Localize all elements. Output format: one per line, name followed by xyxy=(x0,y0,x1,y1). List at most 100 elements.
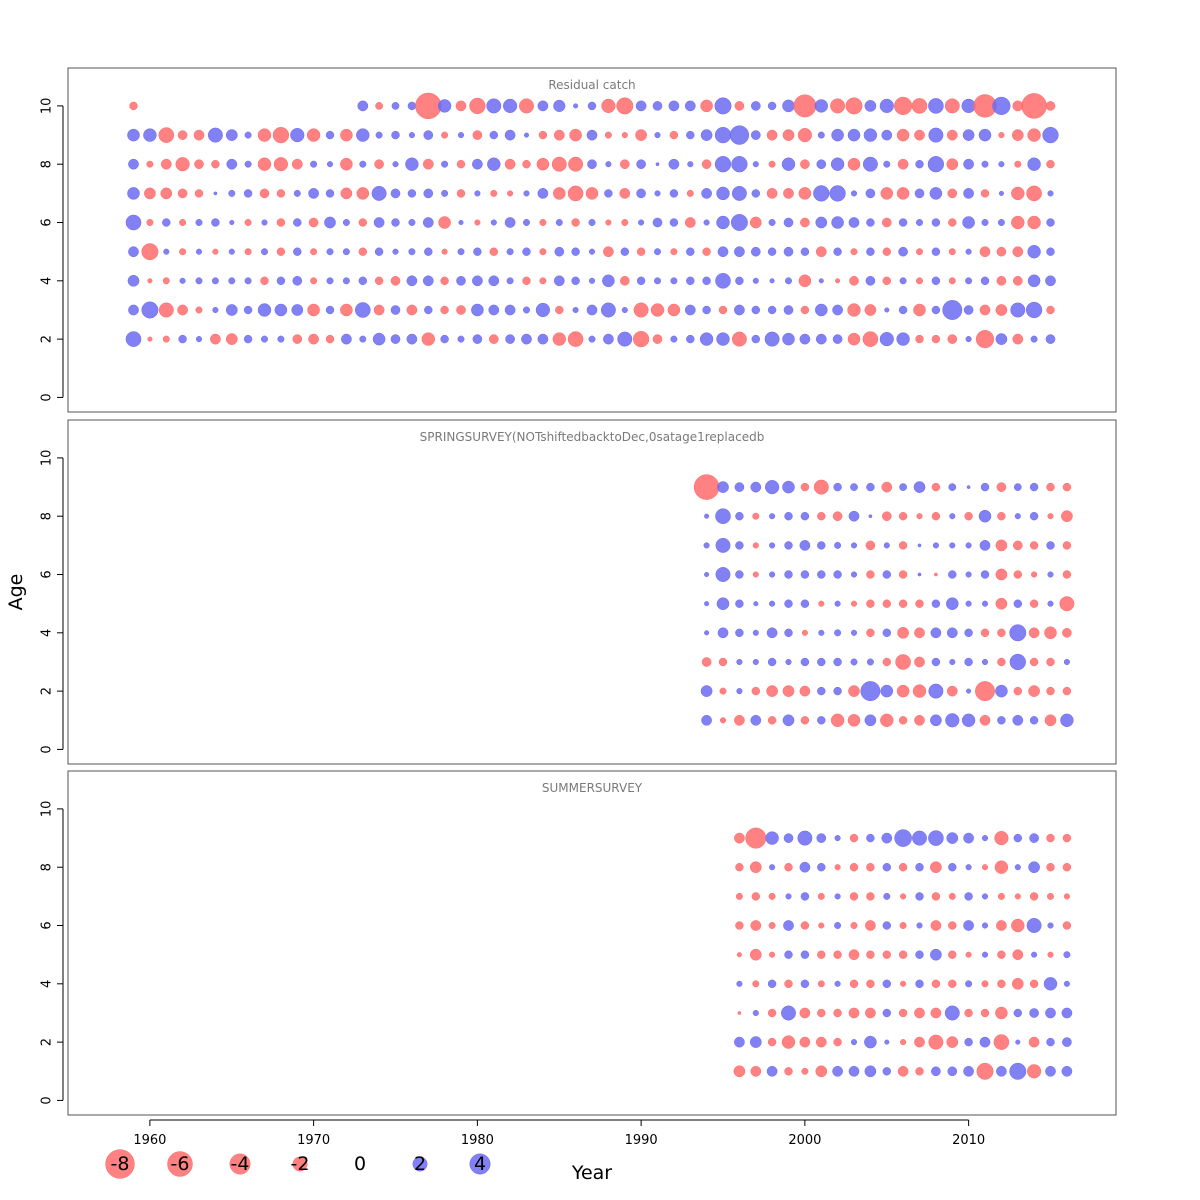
bubble-point xyxy=(963,832,974,844)
bubble-point xyxy=(899,922,907,929)
bubble-point xyxy=(212,306,219,314)
bubble-point xyxy=(371,185,387,201)
bubble-point xyxy=(966,688,972,694)
bubble-point xyxy=(784,628,793,637)
bubble-point xyxy=(702,305,711,315)
bubble-point xyxy=(162,218,171,227)
bubble-point xyxy=(1046,541,1055,550)
bubble-point xyxy=(211,277,219,285)
bubble-point xyxy=(555,305,564,315)
bubble-point xyxy=(423,188,434,199)
bubble-point xyxy=(456,160,466,169)
bubble-point xyxy=(965,980,973,988)
bubble-point xyxy=(817,863,826,872)
bubble-point xyxy=(894,96,913,115)
bubble-point xyxy=(1011,977,1024,990)
bubble-point xyxy=(488,304,500,316)
bubble-point xyxy=(392,161,399,168)
y-tick-label: 10 xyxy=(40,98,55,115)
bubble-point xyxy=(735,628,744,637)
bubble-point xyxy=(1015,1039,1021,1045)
bubble-point xyxy=(1011,918,1025,933)
bubble-point xyxy=(931,247,941,256)
bubble-point xyxy=(539,219,547,226)
bubble-point xyxy=(944,1005,960,1021)
bubble-point xyxy=(718,657,728,667)
bubble-point xyxy=(700,685,713,697)
bubble-point xyxy=(652,334,663,344)
bubble-point xyxy=(817,686,826,696)
bubble-point xyxy=(292,275,303,286)
bubble-point xyxy=(715,508,731,525)
bubble-point xyxy=(668,100,680,112)
bubble-point xyxy=(834,893,841,900)
bubble-point xyxy=(456,275,466,286)
bubble-point xyxy=(636,247,646,256)
bubble-point xyxy=(898,218,908,227)
bubble-point xyxy=(535,302,550,318)
bubble-point xyxy=(813,479,829,495)
panel-title: SPRINGSURVEY(NOTshiftedbacktoDec,0satage… xyxy=(420,430,765,444)
bubble-point xyxy=(994,860,1009,874)
bubble-point xyxy=(261,219,268,226)
bubble-point xyxy=(586,304,598,316)
bubble-point xyxy=(1046,1037,1055,1047)
bubble-point xyxy=(588,219,596,226)
bubble-point xyxy=(913,481,926,493)
bubble-point xyxy=(915,334,924,344)
bubble-point xyxy=(864,1035,877,1049)
bubble-point xyxy=(752,512,760,520)
bubble-point xyxy=(391,130,400,140)
bubble-point xyxy=(813,185,830,202)
bubble-point xyxy=(996,920,1007,931)
bubble-point xyxy=(898,599,908,608)
bubble-point xyxy=(800,247,810,256)
bubble-point xyxy=(817,512,826,521)
bubble-point xyxy=(964,1008,973,1018)
bubble-point xyxy=(244,248,252,256)
bubble-point xyxy=(964,512,973,521)
bubble-point xyxy=(915,892,924,901)
bubble-point xyxy=(261,335,268,343)
bubble-point xyxy=(274,303,288,317)
bubble-point xyxy=(835,278,841,284)
bubble-point xyxy=(750,481,762,493)
legend-bubble xyxy=(292,1156,308,1172)
bubble-point xyxy=(127,274,140,287)
bubble-point xyxy=(866,218,875,227)
bubble-point xyxy=(487,157,501,171)
bubble-point xyxy=(714,126,732,144)
bubble-point xyxy=(733,1065,746,1078)
bubble-point xyxy=(179,248,187,256)
bubble-point xyxy=(179,219,187,226)
legend: -8 -6 -4 -2 0 2 4 xyxy=(105,1149,491,1179)
bubble-point xyxy=(751,305,760,315)
bubble-point xyxy=(340,157,353,171)
bubble-point xyxy=(636,188,646,199)
bubble-point xyxy=(1031,951,1038,958)
bubble-point xyxy=(769,600,776,607)
legend-bubble xyxy=(412,1156,428,1172)
bubble-point xyxy=(1062,541,1072,550)
bubble-point xyxy=(994,831,1009,846)
bubble-point xyxy=(586,129,598,141)
bubble-point xyxy=(734,246,745,258)
bubble-point xyxy=(931,599,941,608)
bubble-point xyxy=(504,129,516,141)
bubble-point xyxy=(784,512,793,521)
bubble-point xyxy=(553,187,566,200)
bubble-point xyxy=(997,950,1006,959)
bubble-point xyxy=(995,333,1008,345)
bubble-point xyxy=(932,542,939,549)
bubble-point xyxy=(783,305,794,315)
bubble-point xyxy=(603,333,614,345)
bubble-point xyxy=(818,922,825,929)
bubble-point xyxy=(981,893,989,900)
bubble-point xyxy=(784,541,793,550)
bubble-point xyxy=(965,600,972,607)
bubble-point xyxy=(1029,541,1039,550)
legend-label: -2 xyxy=(291,1153,310,1175)
bubble-point xyxy=(928,683,944,699)
bubble-point xyxy=(1062,1037,1072,1047)
bubble-point xyxy=(928,830,944,846)
